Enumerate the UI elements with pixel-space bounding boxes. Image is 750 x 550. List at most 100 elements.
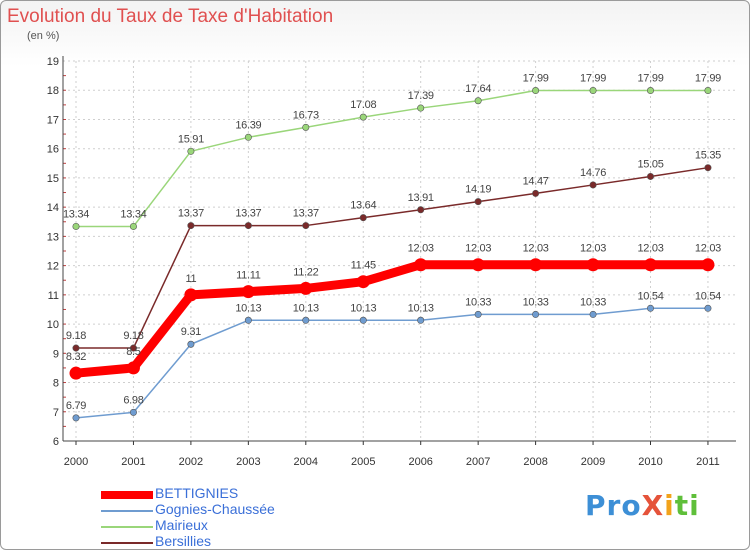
data-point-1 [646, 304, 654, 312]
data-point-0 [586, 258, 600, 272]
legend-swatch [101, 542, 153, 544]
data-label: 12.03 [695, 243, 721, 255]
data-label: 9.18 [66, 330, 86, 342]
data-point-1 [474, 310, 482, 318]
x-tick-label: 2008 [523, 456, 547, 468]
data-point-3 [417, 206, 425, 214]
data-label: 17.64 [465, 83, 491, 95]
data-label: 12.03 [523, 243, 549, 255]
y-tick-label: 12 [47, 261, 59, 273]
y-tick-label: 9 [53, 348, 59, 360]
data-point-1 [129, 408, 137, 416]
logo-part-x: X [641, 489, 665, 522]
y-tick-label: 19 [47, 56, 59, 68]
data-point-0 [471, 258, 485, 272]
data-label: 11.22 [293, 266, 318, 278]
data-point-1 [72, 414, 80, 422]
data-point-1 [244, 316, 252, 324]
data-label: 16.39 [235, 119, 261, 131]
data-point-3 [359, 214, 367, 222]
series-line-0 [71, 260, 713, 378]
data-label: 11 [185, 273, 196, 285]
data-point-2 [359, 113, 367, 121]
data-label: 14.19 [465, 184, 491, 196]
legend-swatch [101, 491, 153, 499]
data-point-3 [187, 222, 195, 230]
legend-swatch [101, 510, 153, 512]
data-label: 12.03 [637, 243, 663, 255]
data-label: 8.32 [66, 351, 86, 363]
data-point-2 [72, 222, 80, 230]
y-tick-label: 18 [47, 85, 59, 97]
data-point-3 [589, 181, 597, 189]
x-tick-label: 2011 [696, 456, 720, 468]
data-label: 10.33 [580, 296, 606, 308]
logo-part-ti: ti [674, 489, 700, 522]
data-point-3 [244, 222, 252, 230]
legend-label: Mairieux [155, 517, 208, 533]
data-point-1 [302, 316, 310, 324]
chart-title: Evolution du Taux de Taxe d'Habitation [7, 6, 334, 27]
data-label: 13.34 [120, 208, 146, 220]
data-label: 17.39 [408, 90, 434, 102]
data-point-1 [704, 304, 712, 312]
y-tick-label: 10 [47, 319, 59, 331]
x-tick-label: 2006 [408, 456, 432, 468]
chart-subtitle: (en %) [27, 30, 60, 42]
data-label: 12.03 [580, 243, 606, 255]
y-tick-label: 15 [47, 173, 59, 185]
data-point-3 [474, 198, 482, 206]
data-label: 13.37 [178, 208, 204, 220]
data-label: 13.37 [293, 208, 319, 220]
proxiti-logo: ProXiti [585, 489, 700, 522]
data-label: 17.99 [523, 73, 549, 85]
data-label: 16.73 [293, 109, 319, 121]
data-label: 6.98 [123, 394, 143, 406]
data-point-0 [126, 361, 140, 375]
data-point-3 [646, 172, 654, 180]
data-point-2 [417, 104, 425, 112]
data-label: 15.05 [637, 158, 663, 170]
data-label: 13.64 [350, 200, 376, 212]
data-label: 13.91 [408, 192, 434, 204]
data-point-3 [532, 189, 540, 197]
x-tick-label: 2010 [638, 456, 662, 468]
data-label: 17.99 [580, 73, 606, 85]
x-tick-label: 2004 [294, 456, 318, 468]
data-point-3 [704, 164, 712, 172]
data-point-2 [129, 222, 137, 230]
data-label: 10.13 [293, 302, 319, 314]
series-line-2 [75, 89, 709, 228]
data-label: 10.33 [523, 296, 549, 308]
y-tick-label: 17 [47, 114, 59, 126]
data-label: 15.35 [695, 150, 721, 162]
legend-swatch [101, 526, 153, 528]
x-tick-label: 2000 [64, 456, 88, 468]
data-label: 10.54 [637, 290, 663, 302]
data-label: 10.13 [350, 302, 376, 314]
series-line-3 [75, 166, 709, 349]
data-label: 12.03 [465, 243, 491, 255]
data-label: 13.37 [235, 208, 261, 220]
data-label: 8.5 [126, 346, 141, 358]
data-point-0 [184, 288, 198, 302]
logo-part-pro: Pro [585, 489, 642, 522]
data-point-0 [414, 258, 428, 272]
y-tick-label: 16 [47, 144, 59, 156]
data-label: 14.76 [580, 167, 606, 179]
legend-label: Gognies-Chaussée [155, 501, 275, 517]
x-tick-label: 2001 [121, 456, 145, 468]
data-point-3 [129, 344, 137, 352]
data-point-1 [589, 310, 597, 318]
data-label: 13.34 [63, 208, 89, 220]
data-point-2 [704, 87, 712, 95]
y-tick-label: 14 [47, 202, 59, 214]
series-line-1 [75, 307, 709, 419]
data-point-0 [69, 366, 83, 380]
data-point-1 [417, 316, 425, 324]
data-point-0 [241, 285, 255, 299]
x-tick-label: 2003 [236, 456, 260, 468]
data-point-0 [356, 275, 370, 289]
data-point-1 [187, 340, 195, 348]
